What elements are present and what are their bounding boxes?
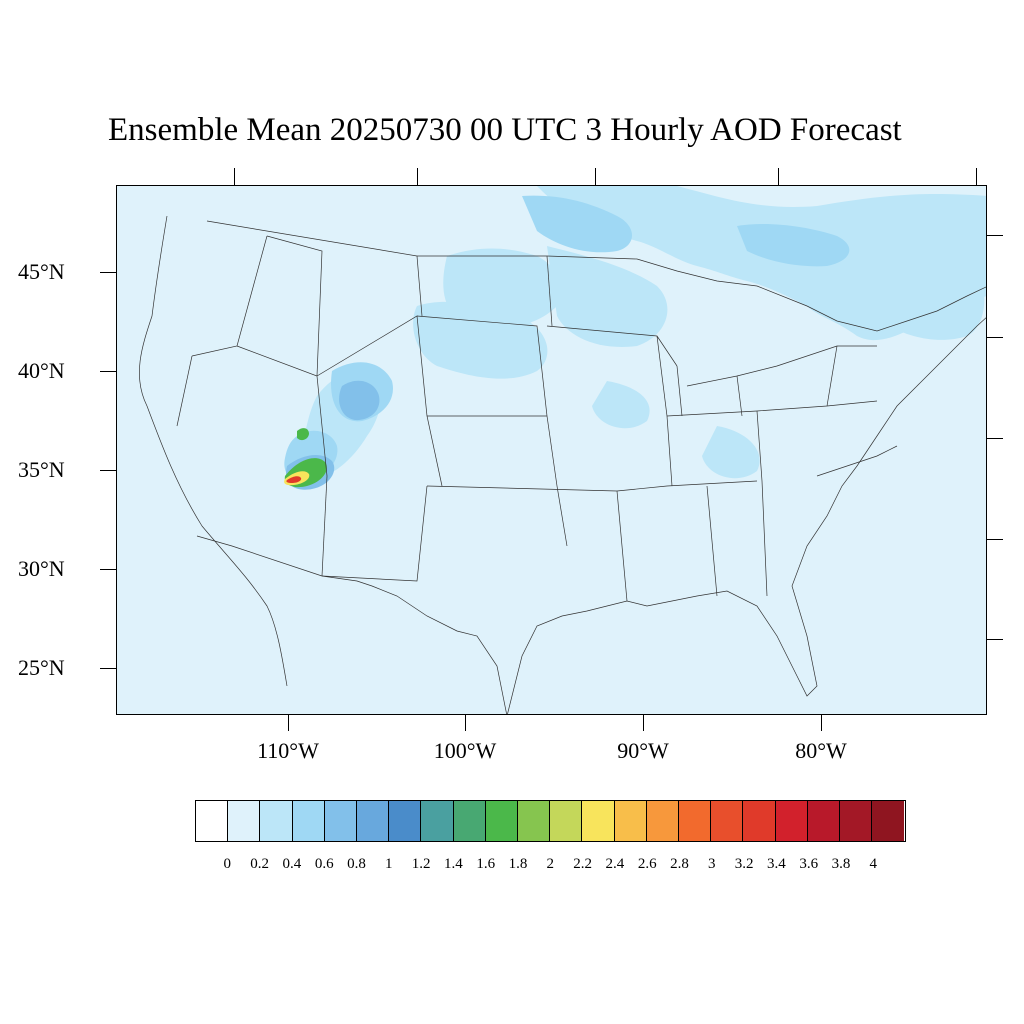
colorbar-box xyxy=(228,801,261,841)
right-tick xyxy=(987,438,1003,439)
aod-map xyxy=(116,185,987,715)
map-canvas xyxy=(117,186,986,714)
top-tick xyxy=(595,168,596,185)
colorbar-label: 0.6 xyxy=(314,856,334,872)
left-tick xyxy=(100,470,116,471)
left-tick xyxy=(100,668,116,669)
colorbar-label: 1.2 xyxy=(411,856,431,872)
bottom-tick xyxy=(821,715,822,731)
lat-label-30: 30°N xyxy=(18,556,65,581)
colorbar-label: 1.4 xyxy=(444,856,463,872)
colorbar-box xyxy=(324,801,358,841)
colorbar-box xyxy=(679,801,712,841)
colorbar-label: 3.8 xyxy=(831,856,851,872)
colorbar-box xyxy=(840,801,873,841)
colorbar-label: 2.4 xyxy=(605,856,625,872)
lat-label-40: 40°N xyxy=(18,358,65,383)
colorbar-label: 0.2 xyxy=(250,856,269,872)
left-tick xyxy=(100,371,116,372)
colorbar-box xyxy=(518,801,551,841)
colorbar-label: 0 xyxy=(223,856,232,872)
colorbar-label: 3 xyxy=(708,856,716,872)
top-tick xyxy=(778,168,779,185)
colorbar-box xyxy=(389,801,422,841)
bottom-tick xyxy=(465,715,466,731)
left-tick xyxy=(100,569,116,570)
lon-label-100w: 100°W xyxy=(433,738,497,763)
colorbar-label: 0.4 xyxy=(282,856,302,872)
top-tick xyxy=(234,168,235,185)
bottom-tick xyxy=(643,715,644,731)
top-tick xyxy=(417,168,418,185)
top-tick xyxy=(976,168,977,185)
colorbar-box xyxy=(357,801,390,841)
left-tick xyxy=(100,272,116,273)
right-tick xyxy=(987,337,1003,338)
lon-label-110w: 110°W xyxy=(257,738,319,763)
colorbar-box xyxy=(872,801,905,841)
colorbar-box xyxy=(550,801,583,841)
colorbar-label: 1 xyxy=(385,856,393,872)
colorbar-box xyxy=(292,801,325,841)
colorbar-box xyxy=(421,801,454,841)
colorbar-label: 3.4 xyxy=(767,856,786,872)
colorbar-label: 2.8 xyxy=(670,856,689,872)
colorbar-label: 1.6 xyxy=(476,856,496,872)
state-boundaries xyxy=(139,215,986,714)
colorbar-box xyxy=(614,801,647,841)
colorbar-box xyxy=(807,801,841,841)
colorbar xyxy=(195,800,906,842)
lon-label-90w: 90°W xyxy=(617,738,669,763)
bottom-tick xyxy=(288,715,289,731)
colorbar-box xyxy=(485,801,519,841)
colorbar-label: 0.8 xyxy=(347,856,366,872)
colorbar-labels: 0 0.2 0.4 0.6 0.8 1 1.2 1.4 1.6 1.8 2 2.2 2.4 2.6 2.8 3… xyxy=(0,855,1024,875)
map-title: Ensemble Mean 20250730 00 UTC 3 Hourly A… xyxy=(108,112,902,148)
colorbar-label: 2.6 xyxy=(637,856,657,872)
right-tick xyxy=(987,235,1003,236)
colorbar-box xyxy=(711,801,744,841)
lat-label-25: 25°N xyxy=(18,655,65,680)
colorbar-label: 3.2 xyxy=(734,856,754,872)
lon-label-80w: 80°W xyxy=(795,738,847,763)
aod-contours xyxy=(284,186,986,490)
colorbar-box xyxy=(260,801,293,841)
right-tick xyxy=(987,639,1003,640)
colorbar-label: 2.2 xyxy=(573,856,592,872)
colorbar-label: 1.8 xyxy=(508,856,528,872)
colorbar-box xyxy=(196,801,229,841)
colorbar-box xyxy=(775,801,808,841)
colorbar-box xyxy=(646,801,680,841)
colorbar-label: 4 xyxy=(869,856,878,872)
colorbar-box xyxy=(453,801,486,841)
right-tick xyxy=(987,539,1003,540)
colorbar-label: 2 xyxy=(546,856,555,872)
lat-label-35: 35°N xyxy=(18,457,65,482)
colorbar-box xyxy=(743,801,776,841)
lat-label-45: 45°N xyxy=(18,259,65,284)
colorbar-label: 3.6 xyxy=(799,856,819,872)
colorbar-box xyxy=(582,801,615,841)
